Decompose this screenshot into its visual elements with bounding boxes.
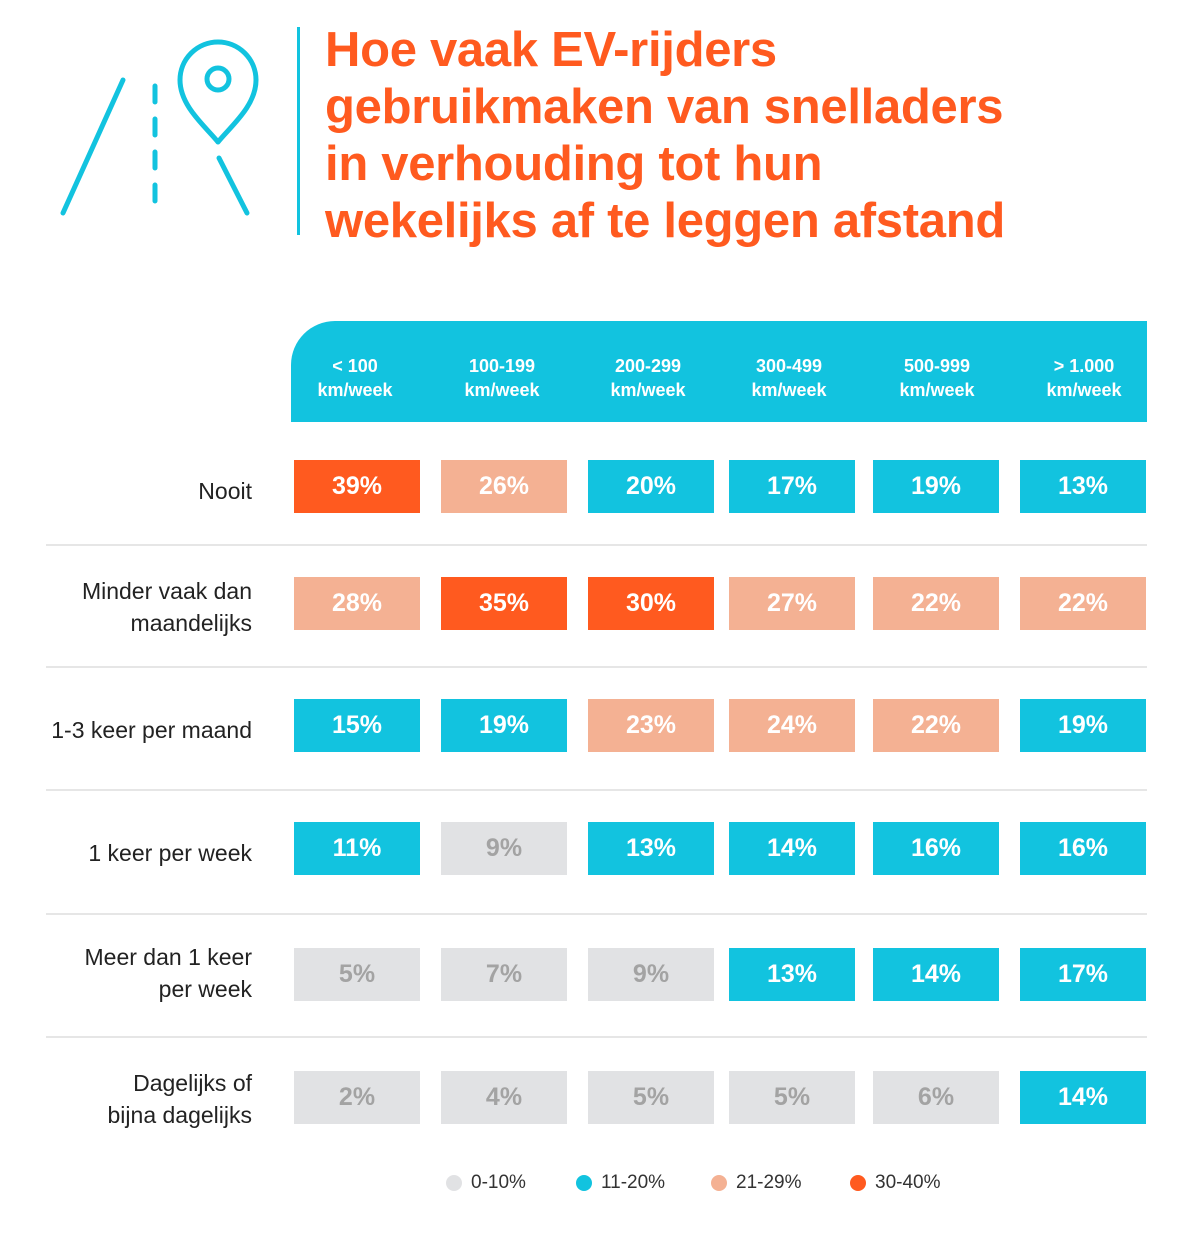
chart-title: Hoe vaak EV-rijders gebruikmaken van sne… [325,22,1185,250]
value-cell: 28% [294,577,420,630]
column-header-range: 200-299 [614,356,682,376]
legend-item: 0-10% [446,1172,526,1194]
title-divider [297,27,300,235]
value-cell: 9% [588,948,714,1001]
legend-item: 30-40% [850,1172,941,1194]
row-label-line: bijna dagelijks [107,1102,252,1128]
row-label: 1 keer per week [0,837,252,869]
value-cell: 17% [1020,948,1146,1001]
value-cell: 2% [294,1071,420,1124]
value-cell: 5% [729,1071,855,1124]
legend: 0-10% 11-20% 21-29% 30-40% [0,1172,1200,1202]
title-line: in verhouding tot hun [325,137,823,191]
value-cell: 13% [588,822,714,875]
row-label: Nooit [0,475,252,507]
column-header: 500-999 km/week [867,354,1007,402]
column-header-range: 500-999 [903,356,971,376]
value-cell: 22% [873,699,999,752]
legend-label: 21-29% [736,1172,802,1193]
value-cell: 5% [588,1071,714,1124]
column-header-unit: km/week [899,380,975,400]
title-line: wekelijks af te leggen afstand [325,194,1005,248]
legend-item: 11-20% [576,1172,665,1194]
legend-item: 21-29% [711,1172,802,1194]
legend-label: 11-20% [601,1172,666,1193]
value-cell: 20% [588,460,714,513]
value-cell: 15% [294,699,420,752]
value-cell: 19% [873,460,999,513]
row-separator [46,666,1147,668]
legend-dot-icon [446,1175,462,1191]
value-cell: 23% [588,699,714,752]
value-cell: 16% [1020,822,1146,875]
value-cell: 7% [441,948,567,1001]
value-cell: 13% [1020,460,1146,513]
row-label: Meer dan 1 keer per week [0,941,252,1005]
row-label-line: Meer dan 1 keer [84,944,252,970]
value-cell: 6% [873,1071,999,1124]
value-cell: 30% [588,577,714,630]
value-cell: 22% [1020,577,1146,630]
title-line: gebruikmaken van snelladers [325,80,1004,134]
column-header: 300-499 km/week [719,354,859,402]
column-header-unit: km/week [1046,380,1122,400]
legend-dot-icon [850,1175,866,1191]
row-separator [46,913,1147,915]
row-label-line: maandelijks [130,610,252,636]
value-cell: 26% [441,460,567,513]
column-header-range: 100-199 [468,356,536,376]
row-separator [46,544,1147,546]
row-separator [46,1036,1147,1038]
row-label-line: Minder vaak dan [81,578,252,604]
row-label-line: 1-3 keer per maand [51,717,252,743]
row-label-line: Dagelijks of [133,1070,252,1096]
column-header: 100-199 km/week [432,354,572,402]
value-cell: 19% [1020,699,1146,752]
value-cell: 35% [441,577,567,630]
row-label-line: per week [158,976,252,1002]
value-cell: 14% [729,822,855,875]
value-cell: 16% [873,822,999,875]
row-label: Minder vaak dan maandelijks [0,575,252,639]
column-header-unit: km/week [610,380,686,400]
column-header-unit: km/week [317,380,393,400]
legend-label: 0-10% [471,1172,526,1193]
column-header-range: < 100 [332,356,378,376]
value-cell: 14% [1020,1071,1146,1124]
value-cell: 39% [294,460,420,513]
row-label-line: Nooit [198,478,252,504]
column-header-bar: < 100 km/week 100-199 km/week 200-299 km/week… [291,321,1147,422]
value-cell: 17% [729,460,855,513]
value-cell: 5% [294,948,420,1001]
value-cell: 19% [441,699,567,752]
value-cell: 24% [729,699,855,752]
column-header-unit: km/week [751,380,827,400]
row-separator [46,789,1147,791]
column-header: 200-299 km/week [578,354,718,402]
column-header: < 100 km/week [285,354,425,402]
column-header-range: > 1.000 [1053,356,1115,376]
row-label: Dagelijks of bijna dagelijks [0,1067,252,1131]
row-label-line: 1 keer per week [88,840,252,866]
column-header-range: 300-499 [755,356,823,376]
legend-dot-icon [711,1175,727,1191]
value-cell: 14% [873,948,999,1001]
legend-label: 30-40% [875,1172,941,1193]
value-cell: 9% [441,822,567,875]
title-line: Hoe vaak EV-rijders [325,23,777,77]
road-with-location-pin-icon [60,39,259,219]
column-header-unit: km/week [464,380,540,400]
value-cell: 22% [873,577,999,630]
value-cell: 4% [441,1071,567,1124]
column-header: > 1.000 km/week [1014,354,1154,402]
value-cell: 27% [729,577,855,630]
value-cell: 11% [294,822,420,875]
row-label: 1-3 keer per maand [0,714,252,746]
legend-dot-icon [576,1175,592,1191]
value-cell: 13% [729,948,855,1001]
